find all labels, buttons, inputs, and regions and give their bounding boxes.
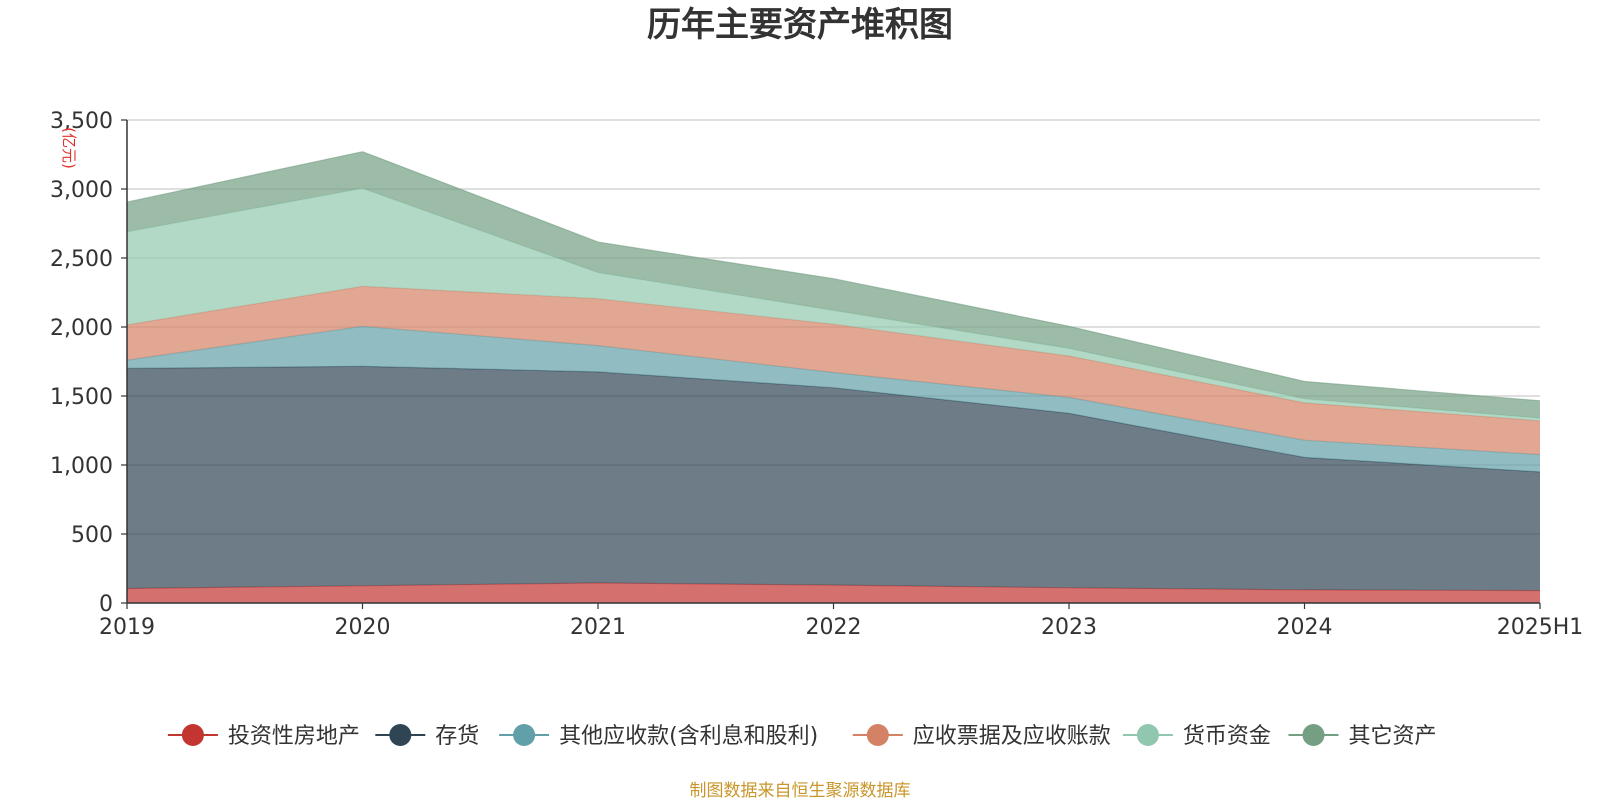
area-series-2 — [127, 326, 1540, 472]
legend-item-2[interactable]: 其他应收款(含利息和股利) — [499, 724, 818, 749]
legend-marker — [1136, 724, 1159, 746]
y-tick-label: 500 — [71, 523, 113, 548]
legend-item-1[interactable]: 存货 — [375, 724, 479, 749]
y-tick-label: 2,500 — [50, 247, 113, 272]
chart-title: 历年主要资产堆积图 — [647, 5, 953, 45]
legend-marker — [181, 724, 204, 746]
y-tick-label: 2,000 — [50, 316, 113, 341]
legend-marker — [1302, 724, 1325, 746]
legend-item-0[interactable]: 投资性房地产 — [167, 724, 360, 749]
area-series-4 — [127, 188, 1540, 421]
source-note: 制图数据来自恒生聚源数据库 — [690, 781, 911, 800]
area-series-5 — [127, 151, 1540, 419]
legend-label: 存货 — [435, 724, 479, 749]
legend-label: 其他应收款(含利息和股利) — [559, 724, 818, 749]
y-tick-label: 3,000 — [50, 178, 113, 203]
legend-marker — [389, 724, 412, 746]
area-series-0 — [127, 583, 1540, 603]
area-series-3 — [127, 286, 1540, 455]
legend-label: 货币资金 — [1183, 724, 1271, 749]
legend-label: 应收票据及应收账款 — [913, 724, 1111, 749]
x-tick-label: 2022 — [806, 615, 862, 640]
plot-areas — [126, 151, 1541, 603]
area-series-line-5 — [126, 151, 1541, 402]
y-axis-unit-label: (亿元) — [60, 127, 78, 169]
y-axis-ticks: 0 500 1,000 1,500 2,000 2,500 3,000 3,500 — [50, 109, 127, 617]
x-tick-label: 2020 — [335, 615, 391, 640]
y-tick-label: 1,000 — [50, 454, 113, 479]
legend-marker — [513, 724, 536, 746]
x-axis-ticks: 2019 2020 2021 2022 2023 2024 2025H1 — [99, 603, 1583, 640]
y-tick-label: 0 — [99, 592, 113, 617]
x-tick-label: 2025H1 — [1497, 615, 1584, 640]
x-tick-label: 2021 — [570, 615, 626, 640]
x-tick-label: 2019 — [99, 615, 155, 640]
area-series-1 — [127, 366, 1540, 591]
legend-label: 其它资产 — [1349, 724, 1437, 749]
x-tick-label: 2024 — [1277, 615, 1333, 640]
legend-item-4[interactable]: 货币资金 — [1122, 724, 1271, 749]
legend: 投资性房地产 存货 其他应收款(含利息和股利) 应收票据及应收账款 货币资金 其它资产 — [167, 724, 1437, 749]
legend-label: 投资性房地产 — [228, 724, 360, 749]
y-tick-label: 3,500 — [50, 109, 113, 134]
legend-marker — [866, 724, 889, 746]
y-tick-label: 1,500 — [50, 385, 113, 410]
x-tick-label: 2023 — [1041, 615, 1097, 640]
legend-item-5[interactable]: 其它资产 — [1288, 724, 1437, 749]
legend-item-3[interactable]: 应收票据及应收账款 — [852, 724, 1111, 749]
